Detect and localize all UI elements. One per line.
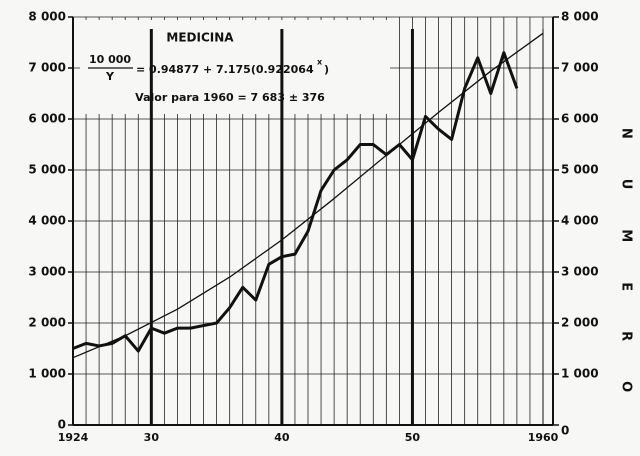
y-tick-label: 2 000	[28, 316, 66, 330]
y2-tick-label: 6 000	[561, 112, 599, 126]
y2-tick-label: 5 000	[561, 163, 599, 177]
y2-tick-label: 2 000	[561, 316, 599, 330]
y2-tick-label: 7 000	[561, 61, 599, 75]
y2-tick-label: 8 000	[561, 10, 599, 24]
formula-rhs: = 0.94877 + 7.175(0.922064	[136, 63, 314, 76]
y2-tick-label: 0	[561, 424, 569, 438]
annotation: Valor para 1960 = 7 683 ± 376	[135, 91, 325, 104]
formula-exponent: x	[317, 58, 323, 67]
y-tick-label: 4 000	[28, 214, 66, 228]
x-tick-label: 30	[144, 431, 160, 444]
x-tick-label: 50	[405, 431, 421, 444]
y2-tick-label: 1 000	[561, 367, 599, 381]
y-tick-label: 5 000	[28, 163, 66, 177]
y2-tick-label: 3 000	[561, 265, 599, 279]
data-line	[72, 51, 519, 353]
chart-title: MEDICINA	[166, 31, 234, 45]
x-tick-label: 40	[274, 431, 290, 444]
x-tick-label: 1960	[528, 431, 559, 444]
y2-axis-label: NUMERO	[619, 128, 634, 432]
annotation-box	[80, 20, 390, 114]
y-tick-label: 1 000	[28, 367, 66, 381]
x-tick-label: 1924	[58, 431, 89, 444]
formula-denominator: Y	[105, 70, 115, 83]
y2-tick-label: 4 000	[561, 214, 599, 228]
y-tick-label: 0	[58, 418, 66, 432]
formula-close: )	[324, 63, 329, 76]
formula-numerator: 10 000	[89, 53, 131, 66]
y-tick-label: 6 000	[28, 112, 66, 126]
data-line	[72, 32, 544, 359]
y-tick-label: 8 000	[28, 10, 66, 24]
y-tick-label: 3 000	[28, 265, 66, 279]
y-tick-label: 7 000	[28, 61, 66, 75]
